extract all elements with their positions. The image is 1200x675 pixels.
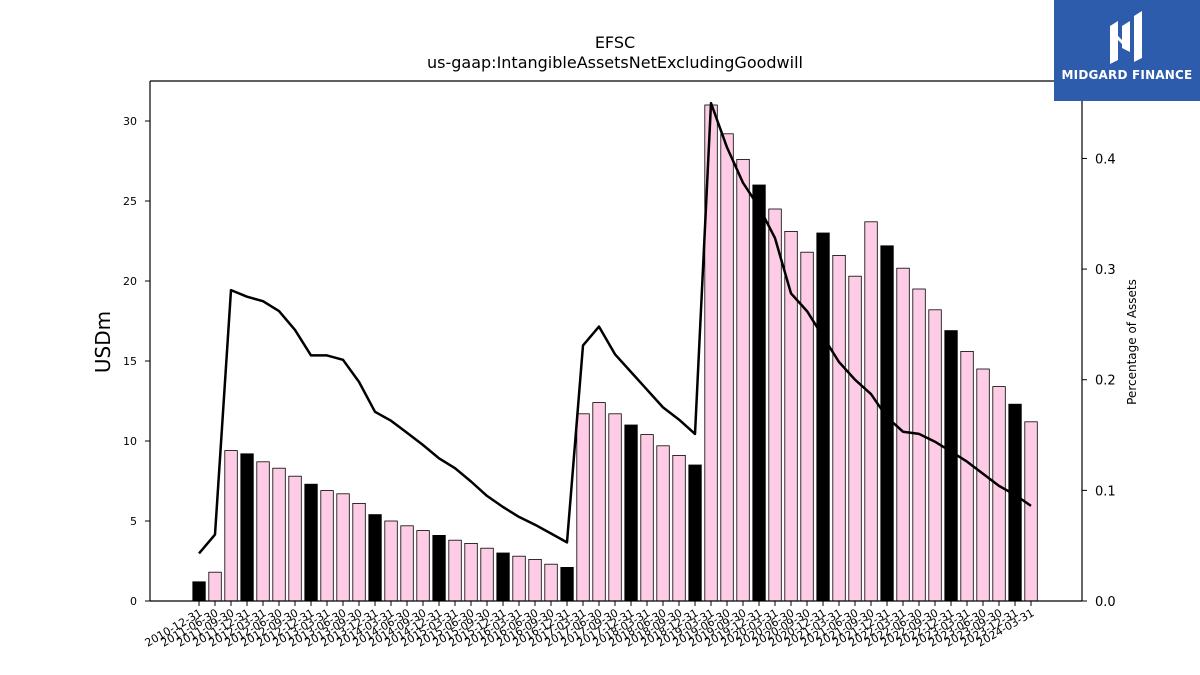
y2-tick-label: 0.4 [1095, 152, 1116, 167]
bar-2022-09-30 [928, 309, 942, 602]
bar-2010-12-31 [192, 581, 206, 602]
y-tick-label: 30 [123, 115, 137, 128]
bar-2013-03-31 [320, 490, 334, 602]
bar-2013-12-31 [368, 514, 382, 602]
bar-2021-03-31 [832, 254, 846, 602]
bar-2022-06-30 [912, 288, 926, 602]
y-tick-label: 25 [123, 195, 137, 208]
bar-2012-12-31 [304, 483, 318, 602]
bar-2021-09-30 [864, 221, 878, 602]
bar-2012-06-30 [272, 467, 286, 602]
bar-2024-03-31 [1024, 421, 1038, 602]
bar-2018-09-30 [672, 454, 686, 602]
bar-2016-09-30 [544, 563, 558, 602]
bar-2017-06-30 [592, 402, 606, 602]
bar-2018-12-31 [688, 464, 702, 602]
bar-2015-09-30 [480, 547, 494, 602]
bar-2021-12-31 [880, 245, 894, 602]
bar-2017-09-30 [608, 413, 622, 602]
chart-subtitle: us-gaap:IntangibleAssetsNetExcludingGood… [427, 53, 803, 72]
bar-2021-06-30 [848, 275, 862, 602]
bar-2023-09-30 [992, 386, 1006, 602]
bar-2020-03-31 [768, 208, 782, 602]
bar-2019-12-31 [752, 184, 766, 602]
bar-2017-03-31 [576, 413, 590, 602]
bar-2014-06-30 [400, 525, 414, 602]
bar-2019-09-30 [736, 158, 750, 602]
y2-tick-label: 0.0 [1095, 595, 1116, 610]
bar-2018-06-30 [656, 445, 670, 602]
bar-2011-12-31 [240, 453, 254, 602]
bar-2012-03-31 [256, 461, 270, 602]
bar-2019-06-30 [720, 133, 734, 602]
logo-text: MIDGARD FINANCE [1061, 68, 1193, 82]
y2-tick-label: 0.3 [1095, 263, 1116, 278]
bar-2014-03-31 [384, 520, 398, 602]
bar-2023-06-30 [976, 368, 990, 602]
bar-2016-03-31 [512, 555, 526, 602]
bar-2023-12-31 [1008, 403, 1022, 602]
y-tick-label: 0 [130, 595, 137, 608]
midgard-logo-icon [1110, 11, 1142, 64]
bar-2015-12-31 [496, 552, 510, 602]
y-tick-label: 20 [123, 275, 137, 288]
y-tick-label: 10 [123, 435, 137, 448]
bar-2012-09-30 [288, 475, 302, 602]
bar-2015-03-31 [448, 539, 462, 602]
bar-2016-12-31 [560, 567, 574, 602]
y2-tick-label: 0.1 [1095, 484, 1116, 499]
bar-2018-03-31 [640, 434, 654, 602]
bar-2020-12-31 [816, 232, 830, 602]
bar-2011-06-30 [208, 571, 222, 602]
y-tick-label: 5 [130, 515, 137, 528]
chart-title: EFSC [595, 33, 635, 52]
bar-2020-06-30 [784, 230, 798, 602]
y-tick-label: 15 [123, 355, 137, 368]
bar-2023-03-31 [960, 350, 974, 602]
bar-2013-06-30 [336, 493, 350, 602]
y-axis-label: USDm [91, 311, 115, 373]
bar-2015-06-30 [464, 543, 478, 602]
bar-2011-09-30 [224, 450, 238, 602]
bar-2022-03-31 [896, 267, 910, 602]
percentage-of-assets-line [198, 101, 1032, 555]
y2-tick-label: 0.2 [1095, 374, 1116, 389]
bar-2014-09-30 [416, 530, 430, 602]
bar-2013-09-30 [352, 502, 366, 602]
bar-2014-12-31 [432, 535, 446, 602]
midgard-finance-logo: MIDGARD FINANCE [1054, 0, 1200, 101]
bar-2017-12-31 [624, 424, 638, 602]
bar-2022-12-31 [944, 330, 958, 602]
y2-axis-label: Percentage of Assets [1125, 279, 1139, 405]
bar-2016-06-30 [528, 559, 542, 602]
